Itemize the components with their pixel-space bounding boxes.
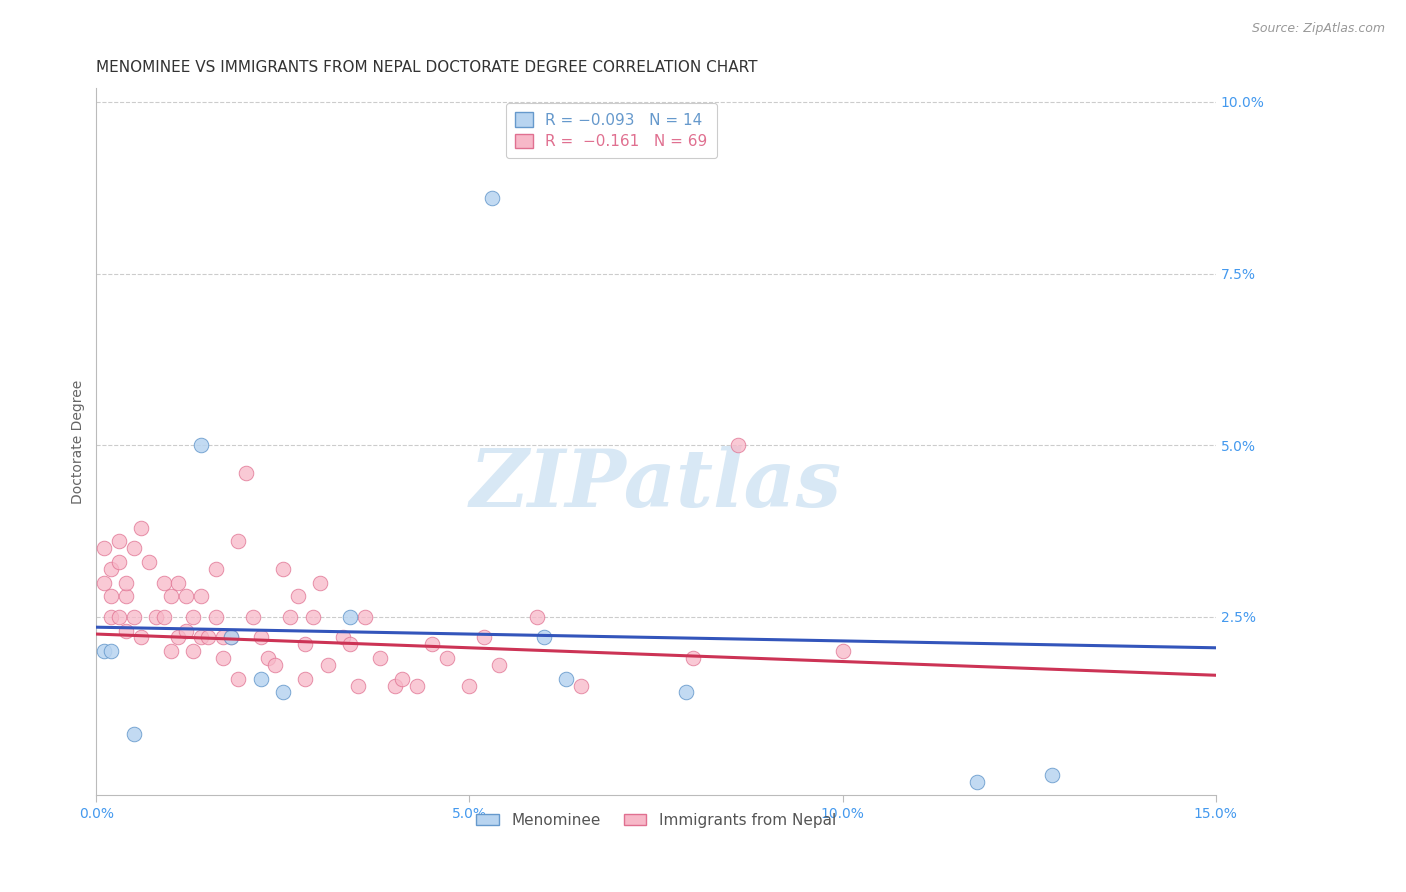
Point [115, 589, 138, 603]
Point [406, 679, 429, 693]
Point [145, 610, 167, 624]
Point [332, 631, 354, 645]
Point [152, 575, 174, 590]
Point [271, 562, 294, 576]
Point [294, 637, 316, 651]
Text: ZIPatlas: ZIPatlas [470, 445, 842, 523]
Point [488, 657, 510, 672]
Point [197, 631, 219, 645]
Point [249, 672, 271, 686]
Point [1040, 768, 1063, 782]
Point [167, 575, 190, 590]
Point [287, 589, 309, 603]
Point [966, 774, 988, 789]
Point [339, 637, 361, 651]
Point [571, 679, 593, 693]
Point [481, 191, 503, 205]
Point [675, 685, 697, 699]
Point [115, 624, 138, 638]
Text: Source: ZipAtlas.com: Source: ZipAtlas.com [1251, 22, 1385, 36]
Point [555, 672, 578, 686]
Point [316, 657, 339, 672]
Point [167, 631, 190, 645]
Point [160, 589, 183, 603]
Point [226, 672, 249, 686]
Point [212, 631, 235, 645]
Point [190, 438, 212, 452]
Point [129, 521, 152, 535]
Point [309, 575, 332, 590]
Point [242, 610, 264, 624]
Point [93, 575, 115, 590]
Point [152, 610, 174, 624]
Point [474, 631, 496, 645]
Point [533, 631, 555, 645]
Point [93, 644, 115, 658]
Point [100, 589, 122, 603]
Point [190, 631, 212, 645]
Point [831, 644, 853, 658]
Point [107, 610, 129, 624]
Point [420, 637, 443, 651]
Point [174, 589, 197, 603]
Point [115, 575, 138, 590]
Point [204, 610, 226, 624]
Point [204, 562, 226, 576]
Point [384, 679, 406, 693]
Point [354, 610, 377, 624]
Point [212, 651, 235, 665]
Point [129, 631, 152, 645]
Point [339, 610, 361, 624]
Point [727, 438, 749, 452]
Point [100, 644, 122, 658]
Point [368, 651, 391, 665]
Point [160, 644, 183, 658]
Point [271, 685, 294, 699]
Point [264, 657, 287, 672]
Point [249, 631, 271, 645]
Point [294, 672, 316, 686]
Point [219, 631, 242, 645]
Point [682, 651, 704, 665]
Point [526, 610, 548, 624]
Point [346, 679, 368, 693]
Point [100, 610, 122, 624]
Point [301, 610, 323, 624]
Text: MENOMINEE VS IMMIGRANTS FROM NEPAL DOCTORATE DEGREE CORRELATION CHART: MENOMINEE VS IMMIGRANTS FROM NEPAL DOCTO… [97, 60, 758, 75]
Point [100, 562, 122, 576]
Point [190, 589, 212, 603]
Legend: Menominee, Immigrants from Nepal: Menominee, Immigrants from Nepal [470, 806, 842, 834]
Point [138, 555, 160, 569]
Point [93, 541, 115, 556]
Point [107, 534, 129, 549]
Point [219, 631, 242, 645]
Point [458, 679, 481, 693]
Point [122, 610, 145, 624]
Point [174, 624, 197, 638]
Point [122, 726, 145, 740]
Point [107, 555, 129, 569]
Point [436, 651, 458, 665]
Point [183, 610, 205, 624]
Point [280, 610, 302, 624]
Y-axis label: Doctorate Degree: Doctorate Degree [72, 380, 86, 504]
Point [226, 534, 249, 549]
Point [235, 466, 257, 480]
Point [257, 651, 280, 665]
Point [391, 672, 413, 686]
Point [122, 541, 145, 556]
Point [183, 644, 205, 658]
